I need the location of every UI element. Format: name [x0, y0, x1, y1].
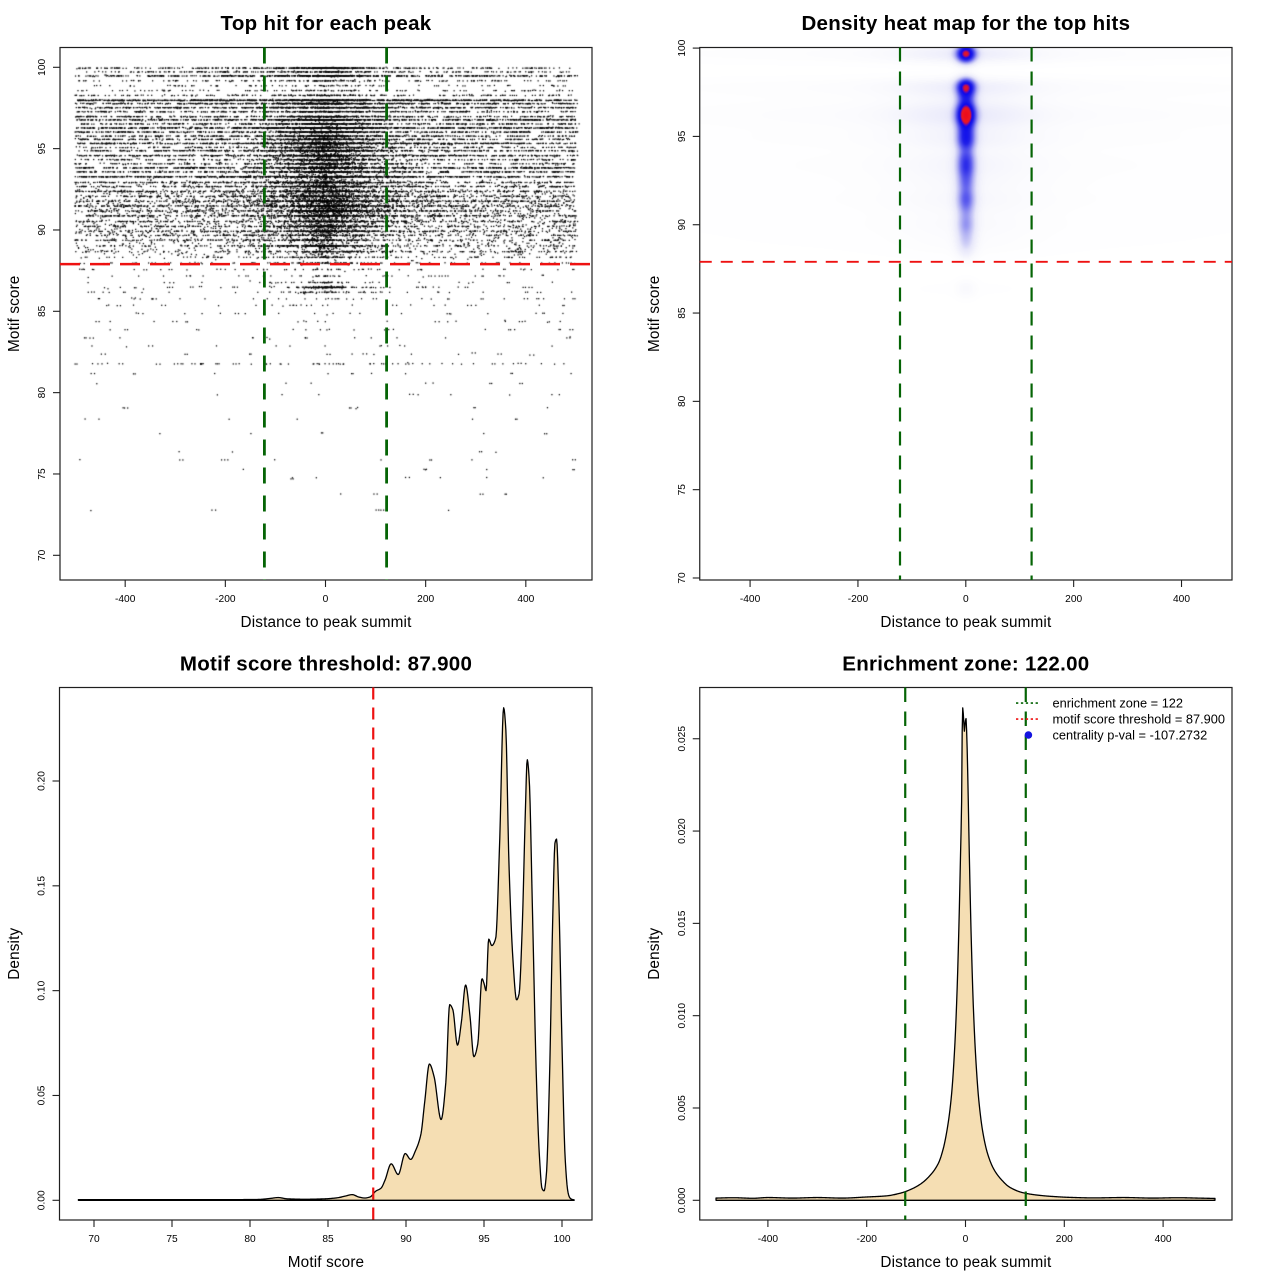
tick-label: 200 — [1056, 1234, 1073, 1245]
legend-label-score-threshold: motif score threshold = 87.900 — [1053, 712, 1226, 727]
tick-label: 80 — [244, 1234, 256, 1245]
tick-label: -400 — [115, 594, 136, 605]
panel3-title: Motif score threshold: 87.900 — [180, 653, 472, 676]
panel1-title: Top hit for each peak — [221, 12, 432, 35]
tick-label: 0.005 — [677, 1095, 688, 1121]
tick-label: 200 — [1065, 594, 1082, 605]
tick-label: 0.015 — [677, 910, 688, 936]
panel4-xlabel: Distance to peak summit — [880, 1254, 1052, 1271]
density-curve-outline — [715, 707, 1216, 1201]
tick-label: 0 — [963, 594, 969, 605]
tick-label: 100 — [37, 58, 48, 75]
tick-label: 0.15 — [37, 876, 48, 896]
density-curve-outline — [77, 707, 575, 1201]
tick-label: 75 — [677, 484, 688, 496]
tick-label: 0.010 — [677, 1003, 688, 1029]
panel2-ylabel: Motif score — [646, 276, 663, 352]
tick-label: 400 — [517, 594, 534, 605]
tick-label: 80 — [37, 387, 48, 399]
density-area-fill — [78, 707, 575, 1201]
tick-label: 95 — [478, 1234, 490, 1245]
tick-label: 0.10 — [37, 980, 48, 1000]
tick-label: -400 — [758, 1234, 779, 1245]
panel4-title: Enrichment zone: 122.00 — [842, 653, 1089, 676]
tick-label: 0.000 — [677, 1187, 688, 1213]
tick-label: 85 — [322, 1234, 334, 1245]
tick-label: 0.05 — [37, 1085, 48, 1105]
panel1-xlabel: Distance to peak summit — [241, 614, 413, 631]
tick-label: 0.20 — [37, 771, 48, 791]
tick-label: 0 — [963, 1234, 969, 1245]
legend: enrichment zone = 122 motif score thresh… — [1053, 696, 1226, 743]
tick-label: 70 — [88, 1234, 100, 1245]
panel2-xlabel: Distance to peak summit — [880, 614, 1052, 631]
tick-label: 200 — [417, 594, 434, 605]
panel4-ylabel: Density — [646, 928, 663, 980]
legend-label-enrichment-zone: enrichment zone = 122 — [1053, 696, 1184, 711]
scatter-points-canvas — [60, 47, 592, 581]
tick-label: 90 — [37, 224, 48, 236]
panel3-ylabel: Density — [6, 928, 23, 980]
panel2-title: Density heat map for the top hits — [801, 12, 1130, 35]
tick-label: -200 — [215, 594, 236, 605]
legend-point-blue — [1024, 731, 1033, 739]
tick-label: 400 — [1173, 594, 1190, 605]
tick-label: 95 — [37, 143, 48, 155]
density-area-fill — [716, 707, 1215, 1201]
tick-label: 90 — [400, 1234, 412, 1245]
tick-label: 90 — [677, 219, 688, 231]
tick-label: 0.00 — [37, 1190, 48, 1210]
tick-label: 0 — [323, 594, 329, 605]
plot-box-panel2 — [699, 46, 1233, 581]
tick-label: -200 — [857, 1234, 878, 1245]
tick-label: 85 — [677, 307, 688, 319]
tick-label: -200 — [848, 594, 869, 605]
legend-label-centrality-pval: centrality p-val = -107.2732 — [1053, 728, 1208, 743]
tick-label: 85 — [37, 305, 48, 317]
tick-label: 70 — [37, 549, 48, 561]
tick-label: 100 — [554, 1234, 571, 1245]
tick-label: 0.020 — [677, 818, 688, 844]
tick-label: 80 — [677, 395, 688, 407]
tick-label: 0.025 — [677, 726, 688, 752]
tick-label: 95 — [677, 130, 688, 142]
tick-label: -400 — [740, 594, 761, 605]
tick-label: 75 — [37, 468, 48, 480]
tick-label: 400 — [1155, 1234, 1172, 1245]
tick-label: 70 — [677, 572, 688, 584]
panel3-xlabel: Motif score — [288, 1254, 364, 1271]
tick-label: 75 — [166, 1234, 178, 1245]
density-heatmap-canvas — [699, 47, 1232, 581]
panel1-ylabel: Motif score — [6, 276, 23, 352]
plot-box-panel1 — [59, 46, 593, 581]
tick-label: 100 — [677, 39, 688, 56]
plot-box-panel3 — [58, 686, 593, 1221]
